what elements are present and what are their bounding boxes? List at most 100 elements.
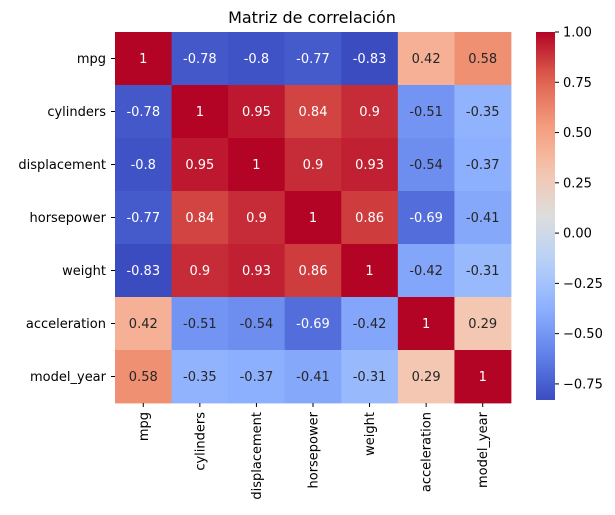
cell-value-label: -0.37: [240, 370, 274, 385]
heatmap-cell: [454, 138, 512, 192]
heatmap-cell: [397, 85, 455, 139]
heatmap-cell: [228, 244, 286, 298]
heatmap-cell: [341, 297, 399, 351]
cell-value-label: -0.83: [126, 264, 160, 279]
row-tick-label: weight: [62, 264, 106, 279]
heatmap-cell: [397, 350, 455, 404]
heatmap-cell: [115, 32, 172, 86]
heatmap-cell: [228, 138, 286, 192]
colorbar-tick-label: 0.50: [563, 126, 592, 141]
cell-value-label: 0.93: [242, 264, 271, 279]
row-tick-label: cylinders: [47, 105, 106, 120]
heatmap-cell: [171, 350, 229, 404]
heatmap-cell: [397, 32, 455, 86]
cell-value-label: -0.31: [466, 264, 500, 279]
cell-value-label: 1: [422, 317, 430, 332]
heatmap-cell: [115, 350, 172, 404]
heatmap-cell: [228, 350, 286, 404]
cell-value-label: 0.84: [185, 211, 214, 226]
cell-value-label: 1: [196, 105, 204, 120]
row-tick-label: horsepower: [30, 211, 107, 226]
cell-value-label: 0.86: [355, 211, 384, 226]
heatmap-cell: [228, 297, 286, 351]
cell-value-label: 0.9: [246, 211, 267, 226]
colorbar-tick-label: −0.25: [563, 277, 603, 292]
cell-value-label: 0.93: [355, 158, 384, 173]
colorbar-tick-label: −0.75: [563, 377, 603, 392]
colorbar-tick-label: 0.25: [563, 176, 592, 191]
column-tick-label: cylinders: [193, 412, 208, 471]
colorbar-tick-label: 1.00: [563, 26, 592, 41]
cell-value-label: -0.69: [296, 317, 330, 332]
heatmap-cell: [284, 297, 342, 351]
column-tick-label: model_year: [476, 411, 491, 488]
cell-value-label: -0.42: [353, 317, 387, 332]
heatmap-cell: [171, 191, 229, 245]
heatmap-cell: [341, 191, 399, 245]
heatmap-cell: [341, 32, 399, 86]
cell-value-label: 1: [479, 370, 487, 385]
colorbar-tick-label: 0.00: [563, 227, 592, 242]
cell-value-label: -0.78: [183, 52, 217, 67]
cell-value-label: -0.54: [240, 317, 274, 332]
heatmap-cell: [171, 32, 229, 86]
heatmap-cell: [454, 244, 512, 298]
cell-value-label: 0.29: [468, 317, 497, 332]
cell-value-label: 1: [365, 264, 373, 279]
cell-value-label: 0.9: [303, 158, 324, 173]
heatmap-cell: [284, 244, 342, 298]
cell-value-label: 0.86: [299, 264, 328, 279]
cell-value-label: -0.31: [353, 370, 387, 385]
cell-value-label: 0.58: [468, 52, 497, 67]
cell-value-label: -0.54: [409, 158, 443, 173]
heatmap-cell: [397, 138, 455, 192]
column-tick-labels: mpg cylinders displacement horsepower weight…: [137, 403, 491, 500]
heatmap-cells: 1 -0.78 -0.8 -0.77 -0.83 0.42 0.58 -0.78 1 0.95 0.…: [115, 32, 512, 404]
cell-value-label: -0.41: [466, 211, 500, 226]
heatmap-cell: [397, 191, 455, 245]
heatmap-cell: [171, 244, 229, 298]
cell-value-label: -0.78: [126, 105, 160, 120]
cell-value-label: 0.84: [299, 105, 328, 120]
cell-value-label: -0.8: [244, 52, 269, 67]
cell-value-label: -0.69: [409, 211, 443, 226]
cell-value-label: -0.41: [296, 370, 330, 385]
cell-value-label: 0.42: [129, 317, 158, 332]
colorbar-tick-label: 0.75: [563, 76, 592, 91]
cell-value-label: 0.9: [190, 264, 211, 279]
cell-value-label: 1: [252, 158, 260, 173]
cell-value-label: 0.95: [185, 158, 214, 173]
column-tick-label: mpg: [137, 412, 152, 441]
row-tick-label: acceleration: [26, 317, 106, 332]
heatmap-cell: [228, 191, 286, 245]
heatmap-cell: [228, 85, 286, 139]
cell-value-label: -0.83: [353, 52, 387, 67]
heatmap-cell: [397, 244, 455, 298]
heatmap-cell: [284, 85, 342, 139]
row-tick-label: model_year: [30, 370, 107, 385]
heatmap-cell: [171, 85, 229, 139]
heatmap-cell: [284, 191, 342, 245]
cell-value-label: 0.42: [412, 52, 441, 67]
heatmap-cell: [115, 138, 172, 192]
row-tick-label: displacement: [18, 158, 106, 173]
heatmap-cell: [115, 85, 172, 139]
cell-value-label: -0.35: [466, 105, 500, 120]
heatmap-cell: [115, 191, 172, 245]
heatmap-cell: [454, 350, 512, 404]
cell-value-label: 0.29: [412, 370, 441, 385]
cell-value-label: 0.95: [242, 105, 271, 120]
heatmap-cell: [284, 32, 342, 86]
heatmap-cell: [341, 85, 399, 139]
cell-value-label: 0.9: [359, 105, 380, 120]
row-tick-labels: mpg cylinders displacement horsepower weight…: [18, 52, 115, 385]
heatmap-cell: [284, 138, 342, 192]
cell-value-label: -0.51: [183, 317, 217, 332]
cell-value-label: -0.37: [466, 158, 500, 173]
column-tick-label: horsepower: [307, 411, 322, 488]
column-tick-label: weight: [363, 412, 378, 456]
cell-value-label: 0.58: [129, 370, 158, 385]
heatmap-cell: [171, 138, 229, 192]
heatmap-cell: [454, 85, 512, 139]
